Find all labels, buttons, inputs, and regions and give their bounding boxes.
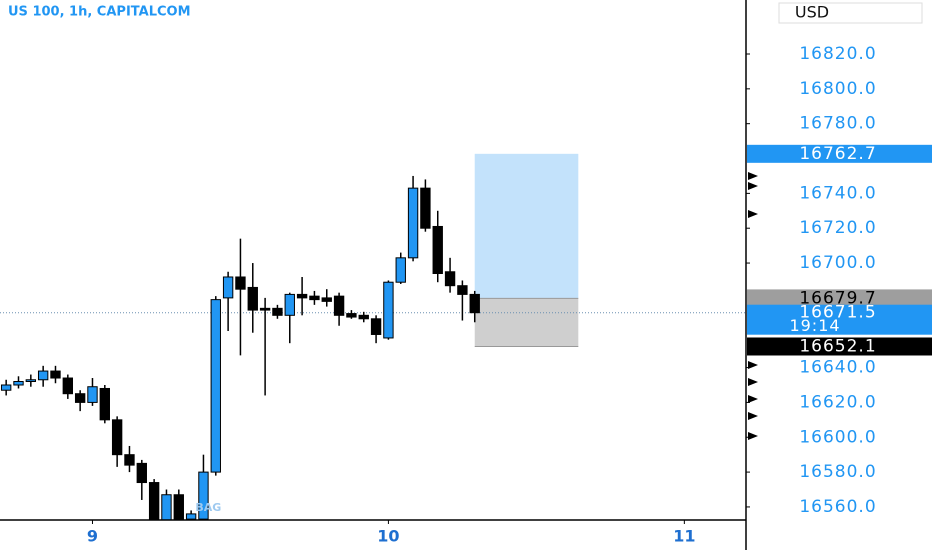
take-profit-label-bg <box>747 144 932 163</box>
candle-body <box>370 318 382 335</box>
candle-body <box>0 384 12 391</box>
entry-label-bg <box>747 289 932 308</box>
y-tick-label: 16720.0 <box>799 218 876 238</box>
candle-body <box>259 307 271 311</box>
candle-body <box>124 454 135 466</box>
candle-body <box>309 295 320 301</box>
last-price-bg <box>747 304 932 335</box>
candle-body <box>37 370 49 381</box>
y-tick-label: 16740.0 <box>799 183 876 203</box>
take-profit-zone <box>474 153 579 299</box>
stop-loss-zone <box>474 298 579 347</box>
y-tick-label: 16560.0 <box>799 497 876 517</box>
candle-body <box>420 187 431 229</box>
candle-body <box>444 271 456 287</box>
x-tick-label: 11 <box>673 527 695 546</box>
candle-body <box>272 307 283 316</box>
last-price-label: 16671.5 <box>799 303 876 323</box>
candle-body <box>383 281 394 339</box>
x-tick-label: 9 <box>87 527 98 546</box>
candle-body <box>198 471 209 520</box>
currency[interactable]: USD <box>795 3 829 22</box>
plot-area: BAG <box>0 153 746 520</box>
y-tick-label: 16800.0 <box>799 79 876 99</box>
entry-label: 16679.7 <box>799 288 876 308</box>
y-tick-label: 16620.0 <box>799 392 876 412</box>
candle-body <box>50 370 61 379</box>
stop-loss-label: 16652.1 <box>799 336 876 356</box>
y-tick-label: 16600.0 <box>799 427 876 447</box>
candle-body <box>407 187 419 259</box>
candle-body <box>25 379 37 383</box>
candle-body <box>346 313 357 318</box>
candle-body <box>432 225 443 275</box>
stop-loss-label-bg <box>747 337 932 356</box>
candle-body <box>284 293 295 316</box>
candle-body <box>235 276 246 290</box>
candle-body <box>469 293 480 314</box>
x-tick-label: 10 <box>377 527 399 546</box>
candle-body <box>247 286 258 311</box>
candle-body <box>457 285 468 295</box>
candle-body <box>321 297 332 302</box>
y-tick-label: 16700.0 <box>799 253 876 273</box>
candle-body <box>87 386 98 403</box>
chart-title: US 100, 1h, CAPITALCOM <box>8 5 191 20</box>
candle-body <box>185 513 197 520</box>
candle-body <box>358 314 369 320</box>
candle-body <box>62 377 74 395</box>
candle-body <box>222 276 234 299</box>
countdown: 19:14 <box>789 316 840 335</box>
candle-body <box>161 494 172 520</box>
candle-body <box>296 293 308 299</box>
candle-body <box>173 494 184 520</box>
candle-body <box>74 393 86 403</box>
y-tick-label: 16820.0 <box>799 44 876 64</box>
y-tick-label: 16640.0 <box>799 358 876 378</box>
candle-body <box>148 482 160 520</box>
candle-body <box>395 257 406 283</box>
y-tick-label: 16780.0 <box>799 114 876 134</box>
currency-box[interactable] <box>778 2 923 24</box>
take-profit-label: 16762.7 <box>799 144 876 164</box>
candle-body <box>111 419 123 456</box>
candle-body <box>99 387 110 421</box>
y-tick-label: 16580.0 <box>799 462 876 482</box>
candle-body <box>333 295 345 316</box>
axis-markers <box>748 172 758 440</box>
candle-body <box>210 299 221 473</box>
candle-body <box>136 462 147 484</box>
candle-body <box>13 381 24 386</box>
annotation: BAG <box>195 501 221 514</box>
